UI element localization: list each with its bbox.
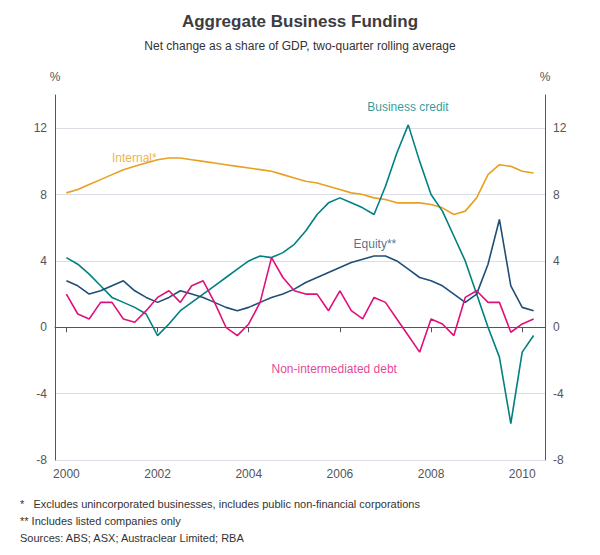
svg-text:Aggregate Business Funding: Aggregate Business Funding [182, 12, 418, 31]
svg-text:-4: -4 [553, 387, 564, 401]
svg-text:8: 8 [40, 188, 47, 202]
svg-text:Equity**: Equity** [354, 237, 397, 251]
svg-text:Net change as a share of GDP,: Net change as a share of GDP, two-quarte… [144, 39, 456, 53]
svg-text:-8: -8 [553, 453, 564, 467]
svg-text:Sources: ABS; ASX; Austraclear: Sources: ABS; ASX; Austraclear Limited; … [20, 532, 244, 544]
svg-text:Internal*: Internal* [112, 151, 157, 165]
svg-text:4: 4 [40, 254, 47, 268]
svg-text:%: % [50, 70, 61, 84]
svg-text:0: 0 [40, 320, 47, 334]
svg-text:Non-intermediated debt: Non-intermediated debt [272, 362, 398, 376]
svg-text:2000: 2000 [53, 467, 80, 481]
svg-text:** Includes listed companies o: ** Includes listed companies only [20, 515, 181, 527]
svg-text:-4: -4 [36, 387, 47, 401]
svg-text:Business credit: Business credit [367, 100, 449, 114]
svg-text:2008: 2008 [418, 467, 445, 481]
svg-text:2010: 2010 [509, 467, 536, 481]
svg-text:12: 12 [553, 121, 567, 135]
svg-text:2002: 2002 [144, 467, 171, 481]
svg-text:8: 8 [553, 188, 560, 202]
svg-text:4: 4 [553, 254, 560, 268]
svg-text:12: 12 [34, 121, 48, 135]
svg-text:0: 0 [553, 320, 560, 334]
svg-text:-8: -8 [36, 453, 47, 467]
svg-text:* Excludes unincorporated bu: * Excludes unincorporated businesses, in… [20, 498, 420, 510]
svg-text:%: % [540, 70, 551, 84]
svg-text:2006: 2006 [327, 467, 354, 481]
svg-text:2004: 2004 [235, 467, 262, 481]
